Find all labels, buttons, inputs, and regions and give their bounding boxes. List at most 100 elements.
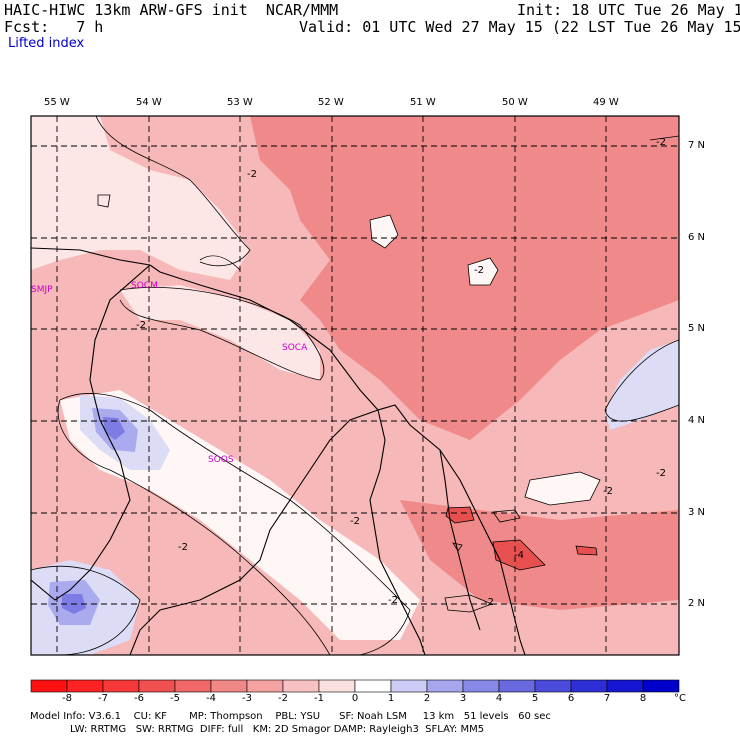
field-name: Lifted index [8, 36, 85, 51]
contour-line [524, 471, 601, 506]
colorbar-tick-label: 6 [567, 693, 575, 704]
contour-line [452, 542, 463, 552]
colorbar-tick-label: -7 [98, 693, 108, 704]
contour-line [604, 339, 679, 422]
colorbar-tick-label: -6 [134, 693, 144, 704]
colorbar-swatch [30, 679, 68, 693]
border-line [31, 247, 151, 266]
colorbar-swatch [498, 679, 536, 693]
valid-time: Valid: 01 UTC Wed 27 May 15 (22 LST Tue … [299, 18, 740, 36]
contour-label: -4 [514, 550, 524, 561]
contour-line [492, 539, 546, 571]
contour-label: -2 [656, 137, 666, 148]
forecast-hour: Fcst: 7 h [4, 18, 104, 36]
lat-label-5n: 5 N [688, 323, 706, 334]
blue-region-east [605, 340, 679, 430]
colorbar-tick-label: 5 [531, 693, 539, 704]
colorbar-swatch [246, 679, 284, 693]
contour-label: -2 [484, 597, 494, 608]
blue-deep-west [103, 417, 125, 440]
colorbar-swatch [318, 679, 356, 693]
lat-label-6n: 6 N [688, 232, 706, 243]
lon-label-52w: 52 W [318, 97, 344, 108]
light-region-west [31, 116, 250, 280]
contour-line [97, 194, 111, 208]
contour-line [445, 506, 475, 524]
station-smjp: SMJP [31, 285, 53, 295]
lat-label-7n: 7 N [688, 140, 706, 151]
contour-label: -2 [350, 516, 360, 527]
contour-label: -2 [656, 468, 666, 479]
colorbar-tick-label: -1 [314, 693, 324, 704]
contour-line [369, 214, 399, 249]
strong-core-3 [576, 546, 597, 555]
lon-label-55w: 55 W [44, 97, 70, 108]
colorbar-swatch [102, 679, 140, 693]
model-info-line2: LW: RRTMG SW: RRTMG DIFF: full KM: 2D Sm… [70, 724, 485, 735]
strong-core-1 [446, 507, 474, 523]
colorbar [30, 679, 680, 693]
warm-region-south [400, 500, 679, 610]
station-soca: SOCA [282, 343, 308, 353]
warm-region-north [250, 116, 679, 440]
contour-label: -2 [388, 595, 398, 606]
coastline [149, 264, 526, 655]
contour-label: -2 [178, 542, 188, 553]
contour-line [57, 399, 331, 655]
colorbar-tick-label: 1 [387, 693, 395, 704]
contour-line [492, 509, 521, 523]
colorbar-swatch [138, 679, 176, 693]
model-info-line1: Model Info: V3.6.1 CU: KF MP: Thompson P… [30, 711, 551, 722]
colorbar-tick-label: -3 [242, 693, 252, 704]
contour-line [575, 545, 598, 556]
contour-line [649, 135, 679, 141]
colorbar-tick-label: 3 [459, 693, 467, 704]
station-soos: SOOS [208, 455, 234, 465]
colorbar-tick-label: 4 [495, 693, 503, 704]
lon-label-49w: 49 W [593, 97, 619, 108]
border-line [129, 409, 379, 655]
station-socm: SOCM [131, 281, 158, 291]
white-patch-mid [370, 215, 398, 248]
init-time: Init: 18 UTC Tue 26 May 15 [517, 1, 740, 19]
colorbar-swatch [426, 679, 464, 693]
map-frame [30, 115, 680, 656]
lon-label-53w: 53 W [227, 97, 253, 108]
colorbar-tick-label: 0 [351, 693, 359, 704]
lat-label-3n: 3 N [688, 507, 706, 518]
contour-line [467, 257, 499, 286]
colorbar-unit: °C [674, 693, 686, 704]
lon-label-54w: 54 W [136, 97, 162, 108]
contour-label: -2 [136, 320, 146, 331]
contour-line [444, 594, 494, 613]
colorbar-tick-label: 7 [603, 693, 611, 704]
colorbar-tick-label: -2 [278, 693, 288, 704]
colorbar-tick-label: 2 [423, 693, 431, 704]
colorbar-swatch [390, 679, 428, 693]
contour-label: -2 [603, 486, 613, 497]
colorbar-tick-label: -4 [206, 693, 216, 704]
light-region-central [120, 285, 320, 380]
lon-label-51w: 51 W [410, 97, 436, 108]
colorbar-swatch [534, 679, 572, 693]
contour-line [199, 255, 241, 271]
colorbar-swatch [570, 679, 608, 693]
lat-label-2n: 2 N [688, 598, 706, 609]
colorbar-tick-label: -5 [170, 693, 180, 704]
contour-label: -2 [247, 169, 257, 180]
contour-label: -2 [474, 265, 484, 276]
lat-label-4n: 4 N [688, 415, 706, 426]
colorbar-swatch [66, 679, 104, 693]
white-patch-east [525, 472, 600, 505]
colorbar-swatch [210, 679, 248, 693]
colorbar-swatch [642, 679, 680, 693]
strong-core-2 [493, 540, 545, 570]
white-patch-north [468, 258, 498, 285]
colorbar-tick-label: 8 [639, 693, 647, 704]
model-title: HAIC-HIWC 13km ARW-GFS init NCAR/MMM [4, 1, 339, 19]
colorbar-swatch [354, 679, 392, 693]
border-line [439, 449, 481, 631]
colorbar-swatch [462, 679, 500, 693]
colorbar-swatch [606, 679, 644, 693]
